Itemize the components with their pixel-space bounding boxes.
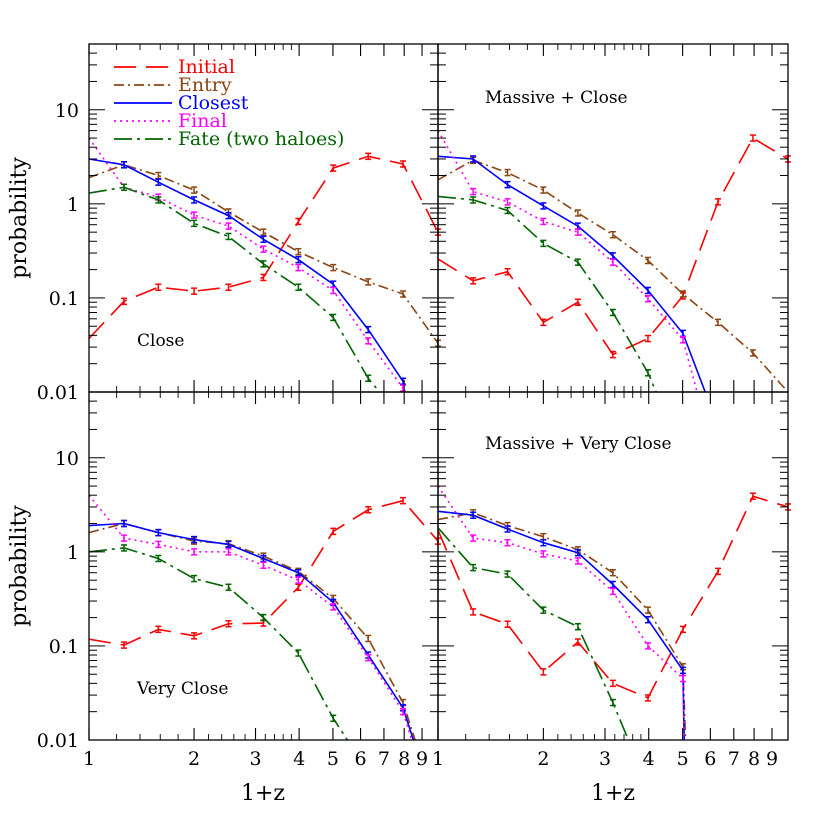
series-line-entry xyxy=(89,522,416,740)
y-axis-label-top: probability xyxy=(7,157,32,279)
series-line-initial xyxy=(438,495,788,699)
x-tick-label: 7 xyxy=(378,748,390,770)
y-axis-label-bottom: probability xyxy=(7,505,32,627)
x-tick-label: 8 xyxy=(748,748,760,770)
y-tick-label: 0.1 xyxy=(49,288,79,310)
panel-4: 1 2 3 4 5 6 7 8 9 Massive + Very Close xyxy=(432,391,791,770)
series-line-fate-two-haloes xyxy=(89,186,381,392)
series-line-closest xyxy=(89,522,415,740)
series-line-closest xyxy=(438,510,685,740)
legend-label: Entry xyxy=(178,74,232,96)
x-axis-label-right: 1+z xyxy=(591,781,635,806)
x-tick-label: 6 xyxy=(355,748,367,770)
y-tick-label: 1 xyxy=(67,194,79,216)
legend-label: Initial xyxy=(178,56,235,78)
x-tick-label: 2 xyxy=(537,748,549,770)
series-line-fate-two-haloes xyxy=(438,195,657,392)
x-tick-label: 9 xyxy=(416,748,428,770)
x-tick-label: 4 xyxy=(643,748,655,770)
panel-label: Massive + Very Close xyxy=(485,434,672,454)
y-tick-label: 0.1 xyxy=(49,636,79,658)
x-tick-label: 3 xyxy=(599,748,611,770)
series-line-final xyxy=(89,137,404,389)
y-tick-label: 10 xyxy=(55,448,79,470)
y-tick-label: 1 xyxy=(67,542,79,564)
x-axis-label-left: 1+z xyxy=(241,781,285,806)
x-tick-label: 3 xyxy=(249,748,261,770)
series-line-entry xyxy=(89,163,438,344)
x-tick-label: 2 xyxy=(188,748,200,770)
series-line-final xyxy=(438,485,685,740)
x-tick-label: 8 xyxy=(398,748,410,770)
y-tick-label: 0.01 xyxy=(37,730,79,752)
panel-label: Close xyxy=(137,331,184,351)
x-tick-label: 5 xyxy=(327,748,339,770)
x-tick-label: 4 xyxy=(293,748,305,770)
legend-label: Closest xyxy=(178,92,249,114)
y-tick-label: 0.01 xyxy=(37,382,79,404)
x-tick-label: 6 xyxy=(704,748,716,770)
series-line-final xyxy=(89,494,413,740)
y-tick-label: 10 xyxy=(55,100,79,122)
legend-label: Final xyxy=(178,110,227,132)
legend-label: Fate (two haloes) xyxy=(178,128,344,150)
series-line-closest xyxy=(89,158,404,382)
x-tick-label: 1 xyxy=(83,748,95,770)
series-line-fate-two-haloes xyxy=(438,527,630,740)
panel-label: Very Close xyxy=(136,679,228,699)
series-line-closest xyxy=(438,155,706,392)
series-line-final xyxy=(438,130,698,392)
x-tick-label: 7 xyxy=(728,748,740,770)
series-line-entry xyxy=(438,511,687,740)
series-line-initial xyxy=(438,136,788,356)
x-tick-label: 5 xyxy=(677,748,689,770)
x-tick-label: 1 xyxy=(432,748,444,770)
panel-2: Massive + Close xyxy=(437,43,791,393)
panel-label: Massive + Close xyxy=(485,88,628,108)
series-line-entry xyxy=(438,159,788,392)
panel-3: 0.01 0.1 1 10 1 2 3 4 5 6 7 8 9 Very Close xyxy=(37,391,441,770)
x-tick-label: 9 xyxy=(766,748,778,770)
